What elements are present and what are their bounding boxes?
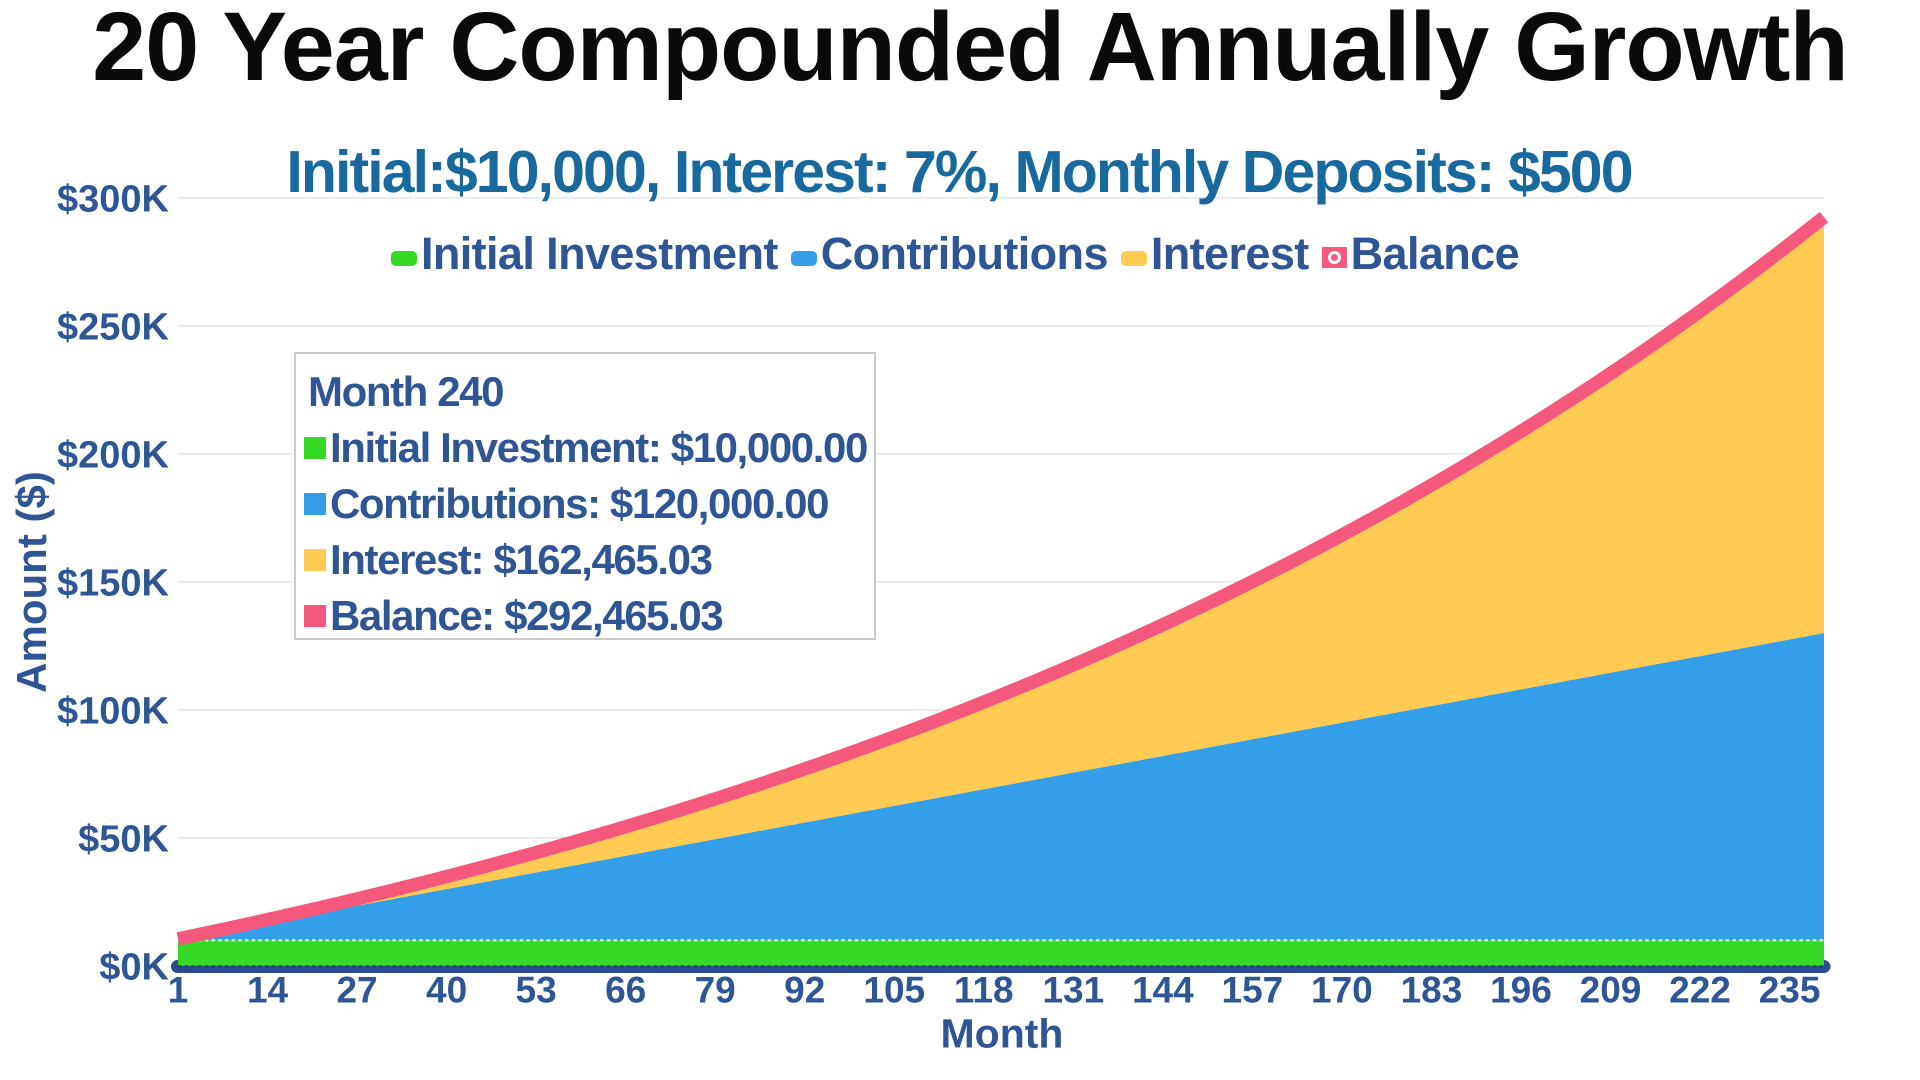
legend-ring-icon — [1327, 251, 1341, 264]
tooltip: Month 240 Initial Investment: $10,000.00… — [294, 352, 876, 640]
legend-item-interest[interactable]: Interest — [1120, 228, 1309, 279]
tooltip-row-text: Balance: $292,465.03 — [330, 592, 724, 639]
y-tick-label: $200K — [57, 434, 170, 476]
legend-item-initial-investment[interactable]: Initial Investment — [390, 228, 778, 279]
y-axis-title: Amount ($) — [8, 471, 55, 693]
y-tick-label: $0K — [99, 946, 169, 988]
tooltip-row-text: Initial Investment: $10,000.00 — [330, 424, 868, 471]
tooltip-row-interest: Interest: $162,465.03 — [304, 532, 866, 588]
x-tick-label: 79 — [695, 970, 736, 1011]
y-tick-label: $250K — [57, 306, 170, 348]
legend-item-contributions[interactable]: Contributions — [790, 228, 1109, 279]
x-tick-label: 222 — [1669, 970, 1731, 1011]
y-tick-label: $50K — [78, 818, 169, 860]
x-tick-label: 1 — [168, 970, 189, 1011]
x-tick-label: 118 — [954, 970, 1014, 1011]
tooltip-swatch — [304, 549, 326, 571]
y-tick-label: $300K — [57, 178, 170, 220]
legend-item-balance[interactable]: Balance — [1321, 228, 1520, 279]
x-tick-label: 209 — [1580, 970, 1642, 1011]
x-tick-label: 105 — [863, 970, 925, 1011]
x-tick-label: 131 — [1042, 970, 1104, 1011]
tooltip-swatch — [304, 437, 326, 459]
area-interest — [178, 217, 1824, 940]
chart-subtitle: Initial:$10,000, Interest: 7%, Monthly D… — [286, 139, 1633, 205]
tooltip-swatch — [304, 605, 326, 627]
legend-marker-ring — [1321, 247, 1347, 268]
legend-marker — [390, 250, 417, 266]
tooltip-swatch — [304, 493, 326, 515]
tooltip-row-contributions: Contributions: $120,000.00 — [304, 476, 866, 532]
tooltip-row-text: Contributions: $120,000.00 — [330, 480, 830, 527]
x-axis-title: Month — [940, 1010, 1064, 1057]
x-tick-label: 196 — [1490, 970, 1552, 1011]
legend-label: Contributions — [820, 228, 1109, 279]
area-initial-investment — [178, 940, 1824, 966]
x-tick-label: 92 — [784, 970, 825, 1011]
legend-label: Interest — [1150, 228, 1309, 279]
tooltip-rows: Initial Investment: $10,000.00 Contributi… — [304, 420, 868, 644]
x-tick-label: 157 — [1222, 970, 1284, 1011]
y-tick-label: $150K — [57, 562, 170, 604]
legend-marker — [790, 250, 817, 266]
x-tick-label: 40 — [426, 970, 467, 1011]
tooltip-row-text: Interest: $162,465.03 — [330, 536, 713, 583]
x-tick-label: 27 — [336, 970, 377, 1011]
legend-marker — [1120, 250, 1147, 266]
tooltip-row-balance: Balance: $292,465.03 — [304, 588, 866, 644]
x-tick-label: 170 — [1311, 970, 1373, 1011]
x-tick-label: 235 — [1759, 970, 1821, 1011]
legend: Initial Investment Contributions Interest B… — [390, 228, 1520, 279]
y-tick-label: $100K — [57, 690, 170, 732]
x-tick-label: 66 — [605, 970, 646, 1011]
x-tick-label: 14 — [247, 970, 289, 1011]
x-tick-label: 183 — [1401, 970, 1463, 1011]
area-contributions — [178, 633, 1824, 941]
legend-label: Balance — [1350, 228, 1520, 279]
x-tick-label: 53 — [516, 970, 557, 1011]
balance-line — [176, 211, 1829, 946]
legend-label: Initial Investment — [420, 228, 778, 279]
tooltip-row-initial-investment: Initial Investment: $10,000.00 — [304, 420, 868, 476]
chart-title: 20 Year Compounded Annually Growth — [92, 0, 1848, 101]
tooltip-title: Month 240 — [308, 368, 504, 415]
x-tick-label: 144 — [1132, 970, 1194, 1011]
